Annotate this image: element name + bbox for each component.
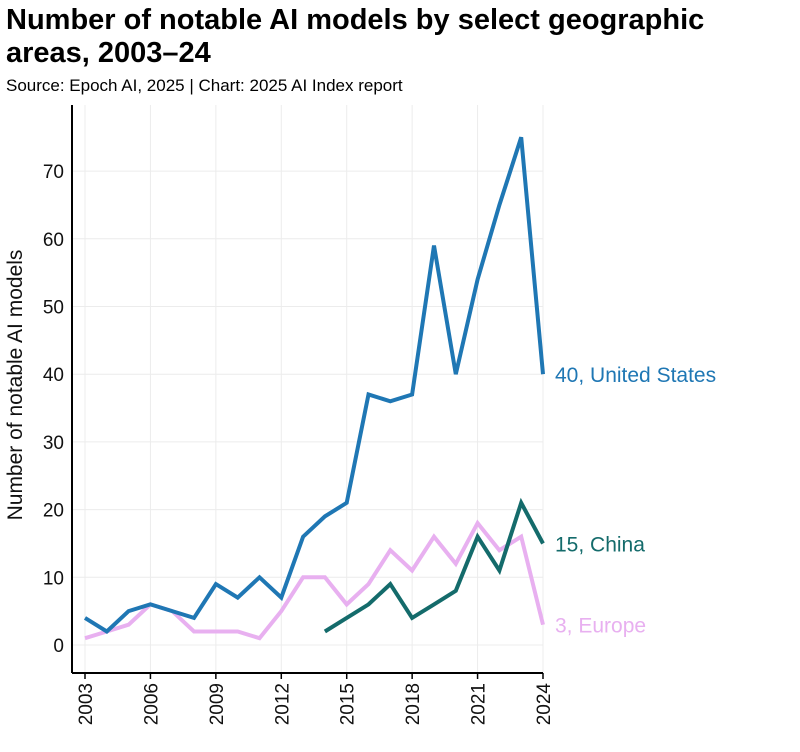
x-tick-label: 2021 (469, 683, 490, 725)
y-tick-label: 70 (43, 162, 64, 183)
y-axis-ticks: 0 10 20 30 40 50 60 70 (43, 162, 64, 657)
y-tick-label: 40 (43, 365, 64, 386)
x-tick-label: 2003 (76, 683, 97, 725)
x-tick-label: 2024 (534, 683, 555, 726)
y-tick-label: 50 (43, 298, 64, 319)
end-label-united-states: 40, United States (555, 364, 716, 387)
chart-title: Number of notable AI models by select ge… (6, 4, 705, 69)
y-tick-label: 20 (43, 501, 64, 522)
y-axis-label: Number of notable AI models (4, 250, 27, 521)
chart-subtitle: Source: Epoch AI, 2025 | Chart: 2025 AI … (6, 76, 403, 95)
y-tick-label: 10 (43, 568, 64, 589)
series-lines (83, 136, 545, 641)
series-line-united-states (83, 136, 545, 635)
x-tick-label: 2018 (403, 683, 424, 725)
series-line-china (323, 497, 545, 634)
x-tick-label: 2009 (207, 683, 228, 725)
x-axis-ticks: 2003 2006 2009 2012 2015 2018 2021 2024 (76, 673, 555, 725)
axes (71, 105, 543, 674)
y-tick-label: 0 (53, 636, 64, 657)
end-label-china: 15, China (555, 533, 645, 556)
x-tick-label: 2015 (338, 683, 359, 725)
gridlines (72, 105, 544, 673)
y-tick-label: 60 (43, 230, 64, 251)
end-label-europe: 3, Europe (555, 615, 646, 638)
x-tick-label: 2012 (272, 683, 293, 725)
series-end-labels: 40, United States 15, China 3, Europe (555, 364, 716, 637)
y-tick-label: 30 (43, 433, 64, 454)
x-tick-label: 2006 (141, 683, 162, 725)
